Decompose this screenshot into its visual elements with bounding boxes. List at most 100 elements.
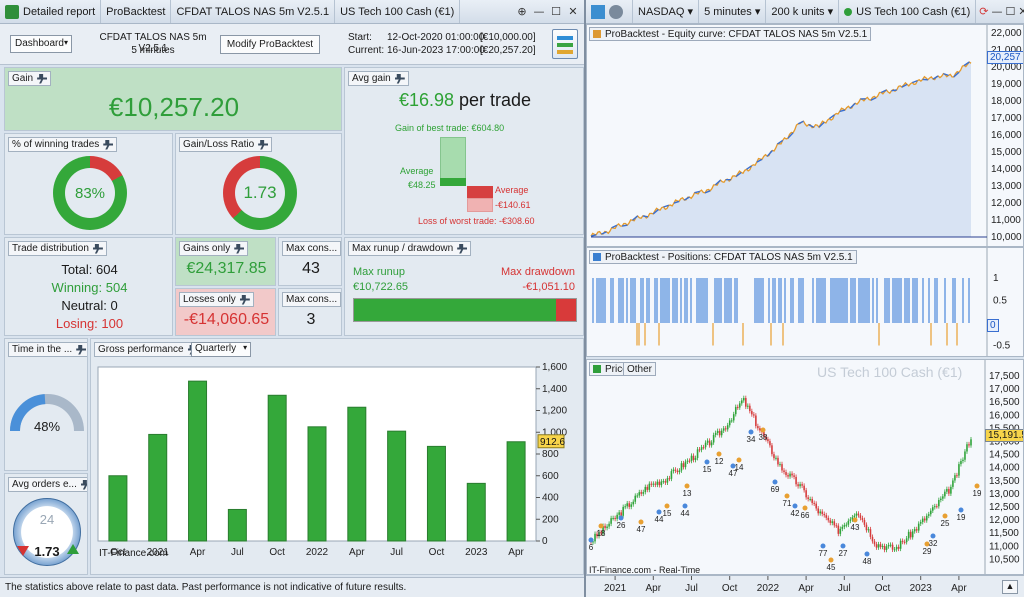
- modify-probacktest-button[interactable]: Modify ProBacktest: [220, 35, 320, 54]
- candle-body: [783, 470, 785, 473]
- trade-marker[interactable]: [664, 503, 670, 509]
- trade-marker[interactable]: [772, 479, 778, 485]
- gain-panel: Gain €10,257.20: [4, 67, 342, 131]
- report-settings-icon[interactable]: [552, 29, 578, 59]
- bar[interactable]: [347, 406, 367, 542]
- trade-marker[interactable]: [820, 543, 826, 549]
- trade-marker[interactable]: [638, 519, 644, 525]
- gl-ratio-tag[interactable]: Gain/Loss Ratio: [179, 137, 273, 152]
- trade-marker[interactable]: [618, 515, 624, 521]
- trade-marker[interactable]: [802, 505, 808, 511]
- equity-curve-chart[interactable]: ProBacktest - Equity curve: CFDAT TALOS …: [586, 24, 1024, 247]
- trade-marker[interactable]: [958, 507, 964, 513]
- wrench-icon[interactable]: [234, 243, 245, 254]
- chart-icons[interactable]: [586, 0, 633, 23]
- trade-marker[interactable]: [748, 429, 754, 435]
- candle-body: [716, 430, 719, 433]
- bar[interactable]: [227, 508, 247, 542]
- gross-tag[interactable]: Gross performance: [94, 342, 202, 357]
- close-icon[interactable]: ✕: [568, 5, 578, 18]
- y-tick-label: 15,500: [989, 423, 1020, 434]
- units-selector[interactable]: 200 k units ▾: [766, 0, 840, 23]
- winning-label: % of winning trades: [12, 139, 100, 150]
- trade-marker[interactable]: [730, 463, 736, 469]
- maximize-icon[interactable]: ☐: [1005, 5, 1016, 18]
- bar[interactable]: [267, 394, 287, 542]
- wrench-icon[interactable]: [103, 139, 114, 150]
- trade-marker[interactable]: [930, 533, 936, 539]
- gains-only-tag[interactable]: Gains only: [179, 241, 249, 256]
- trade-marker[interactable]: [942, 513, 948, 519]
- close-icon[interactable]: ✕: [1018, 5, 1024, 18]
- move-icon[interactable]: ⊕: [517, 5, 527, 18]
- orders-label: Avg orders e...: [12, 479, 77, 490]
- maximize-icon[interactable]: ☐: [551, 5, 561, 18]
- tab-probacktest[interactable]: ProBacktest: [101, 0, 172, 23]
- bar[interactable]: [188, 380, 208, 542]
- wrench-icon[interactable]: [457, 243, 468, 254]
- trade-marker[interactable]: [588, 537, 594, 543]
- gain-tag[interactable]: Gain: [8, 71, 52, 86]
- trade-marker[interactable]: [974, 483, 980, 489]
- trade-marker[interactable]: [784, 493, 790, 499]
- trade-marker[interactable]: [828, 557, 834, 563]
- trade-marker[interactable]: [598, 523, 604, 529]
- current-date: 16-Jun-2023 17:00:00: [387, 45, 485, 56]
- settings-icon[interactable]: [609, 4, 623, 19]
- period-dropdown[interactable]: Quarterly ▾: [191, 342, 252, 357]
- wrench-icon[interactable]: [37, 73, 48, 84]
- distribution-tag[interactable]: Trade distribution: [8, 241, 107, 256]
- trade-marker[interactable]: [682, 503, 688, 509]
- scroll-up-icon[interactable]: ▲: [1002, 580, 1018, 594]
- minimize-icon[interactable]: —: [991, 5, 1003, 18]
- bar[interactable]: [108, 475, 128, 542]
- instrument-selector[interactable]: US Tech 100 Cash (€1): [839, 0, 977, 23]
- trade-marker[interactable]: [656, 509, 662, 515]
- x-tick-label: Oct: [110, 547, 126, 558]
- time-tag[interactable]: Time in the ...: [8, 342, 87, 357]
- avg-gain-label: Avg gain: [352, 73, 391, 84]
- wrench-icon[interactable]: [76, 344, 87, 355]
- dashboard-dropdown[interactable]: Dashboard ▾: [10, 35, 72, 53]
- trade-marker[interactable]: [864, 551, 870, 557]
- tab-instrument[interactable]: US Tech 100 Cash (€1): [335, 0, 461, 23]
- trade-marker[interactable]: [792, 503, 798, 509]
- candle-body: [966, 444, 968, 452]
- max-cons-tag[interactable]: Max cons...: [282, 241, 341, 256]
- trade-marker[interactable]: [760, 427, 766, 433]
- refresh-icon[interactable]: ⟳: [979, 5, 989, 18]
- winning-tag[interactable]: % of winning trades: [8, 137, 118, 152]
- trade-marker[interactable]: [852, 517, 858, 523]
- wrench-icon[interactable]: [80, 479, 87, 490]
- trade-marker[interactable]: [924, 541, 930, 547]
- trade-marker[interactable]: [684, 483, 690, 489]
- wrench-icon[interactable]: [394, 73, 405, 84]
- orders-tag[interactable]: Avg orders e...: [8, 477, 87, 492]
- trade-marker[interactable]: [840, 543, 846, 549]
- tab-detailed-report[interactable]: Detailed report: [0, 0, 102, 23]
- bar[interactable]: [426, 445, 446, 542]
- bar[interactable]: [387, 430, 407, 542]
- market-selector[interactable]: NASDAQ ▾: [633, 0, 700, 23]
- minimize-icon[interactable]: —: [533, 5, 545, 18]
- positions-chart[interactable]: ProBacktest - Positions: CFDAT TALOS NAS…: [586, 247, 1024, 357]
- runup-tag[interactable]: Max runup / drawdown: [348, 241, 472, 256]
- trade-marker[interactable]: [716, 451, 722, 457]
- price-chart[interactable]: US Tech 100 Cash (€1) Price Other 10,500…: [586, 359, 1024, 575]
- interval-selector[interactable]: 5 minutes ▾: [699, 0, 767, 23]
- bar[interactable]: [506, 441, 526, 542]
- wrench-icon[interactable]: [239, 294, 250, 305]
- losses-only-tag[interactable]: Losses only: [179, 292, 254, 307]
- trade-marker[interactable]: [736, 457, 742, 463]
- other-tab[interactable]: Other: [623, 362, 657, 376]
- bar[interactable]: [148, 433, 168, 542]
- wrench-icon[interactable]: [92, 243, 103, 254]
- bar[interactable]: [466, 482, 486, 542]
- avg-gain-tag[interactable]: Avg gain: [348, 71, 409, 86]
- wrench-icon[interactable]: [258, 139, 269, 150]
- tab-strategy[interactable]: CFDAT TALOS NAS 5m V2.5.1: [171, 0, 336, 23]
- trade-marker[interactable]: [704, 459, 710, 465]
- max-cons-tag[interactable]: Max cons...: [282, 292, 341, 307]
- bar[interactable]: [307, 426, 327, 542]
- max-cons-wins-value: 43: [302, 260, 320, 277]
